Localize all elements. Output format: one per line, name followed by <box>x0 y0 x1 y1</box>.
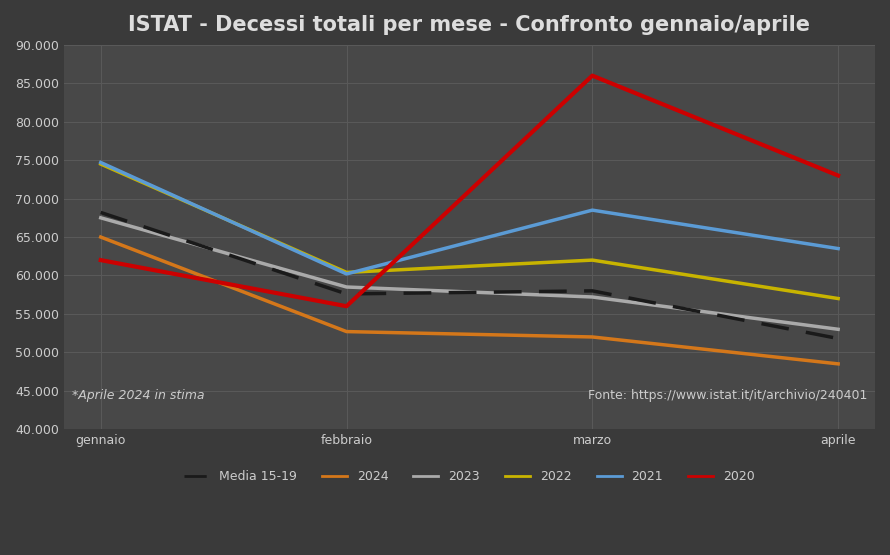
2020 <box>833 172 844 179</box>
2022 <box>95 161 106 168</box>
Line: 2020: 2020 <box>101 75 838 306</box>
2023 <box>341 284 352 290</box>
Media 15-19 <box>833 335 844 342</box>
2021 <box>95 159 106 166</box>
Line: 2023: 2023 <box>101 218 838 329</box>
Line: Media 15-19: Media 15-19 <box>101 213 838 339</box>
2023 <box>587 294 598 300</box>
Media 15-19 <box>587 287 598 294</box>
Title: ISTAT - Decessi totali per mese - Confronto gennaio/aprile: ISTAT - Decessi totali per mese - Confro… <box>128 15 811 35</box>
2024 <box>95 234 106 240</box>
2021 <box>587 207 598 214</box>
Media 15-19 <box>95 209 106 216</box>
2021 <box>833 245 844 252</box>
Line: 2022: 2022 <box>101 164 838 299</box>
2024 <box>587 334 598 340</box>
2022 <box>833 295 844 302</box>
2022 <box>341 269 352 276</box>
Line: 2021: 2021 <box>101 163 838 274</box>
2020 <box>587 72 598 79</box>
2024 <box>341 328 352 335</box>
2020 <box>95 257 106 264</box>
2022 <box>587 257 598 264</box>
2020 <box>341 303 352 310</box>
Text: *Aprile 2024 in stima: *Aprile 2024 in stima <box>72 389 205 402</box>
Text: Fonte: https://www.istat.it/it/archivio/240401: Fonte: https://www.istat.it/it/archivio/… <box>587 389 867 402</box>
Media 15-19 <box>341 291 352 297</box>
2023 <box>833 326 844 332</box>
2023 <box>95 214 106 221</box>
2021 <box>341 271 352 278</box>
Line: 2024: 2024 <box>101 237 838 364</box>
2024 <box>833 361 844 367</box>
Legend: Media 15-19, 2024, 2023, 2022, 2021, 2020: Media 15-19, 2024, 2023, 2022, 2021, 202… <box>179 465 760 488</box>
